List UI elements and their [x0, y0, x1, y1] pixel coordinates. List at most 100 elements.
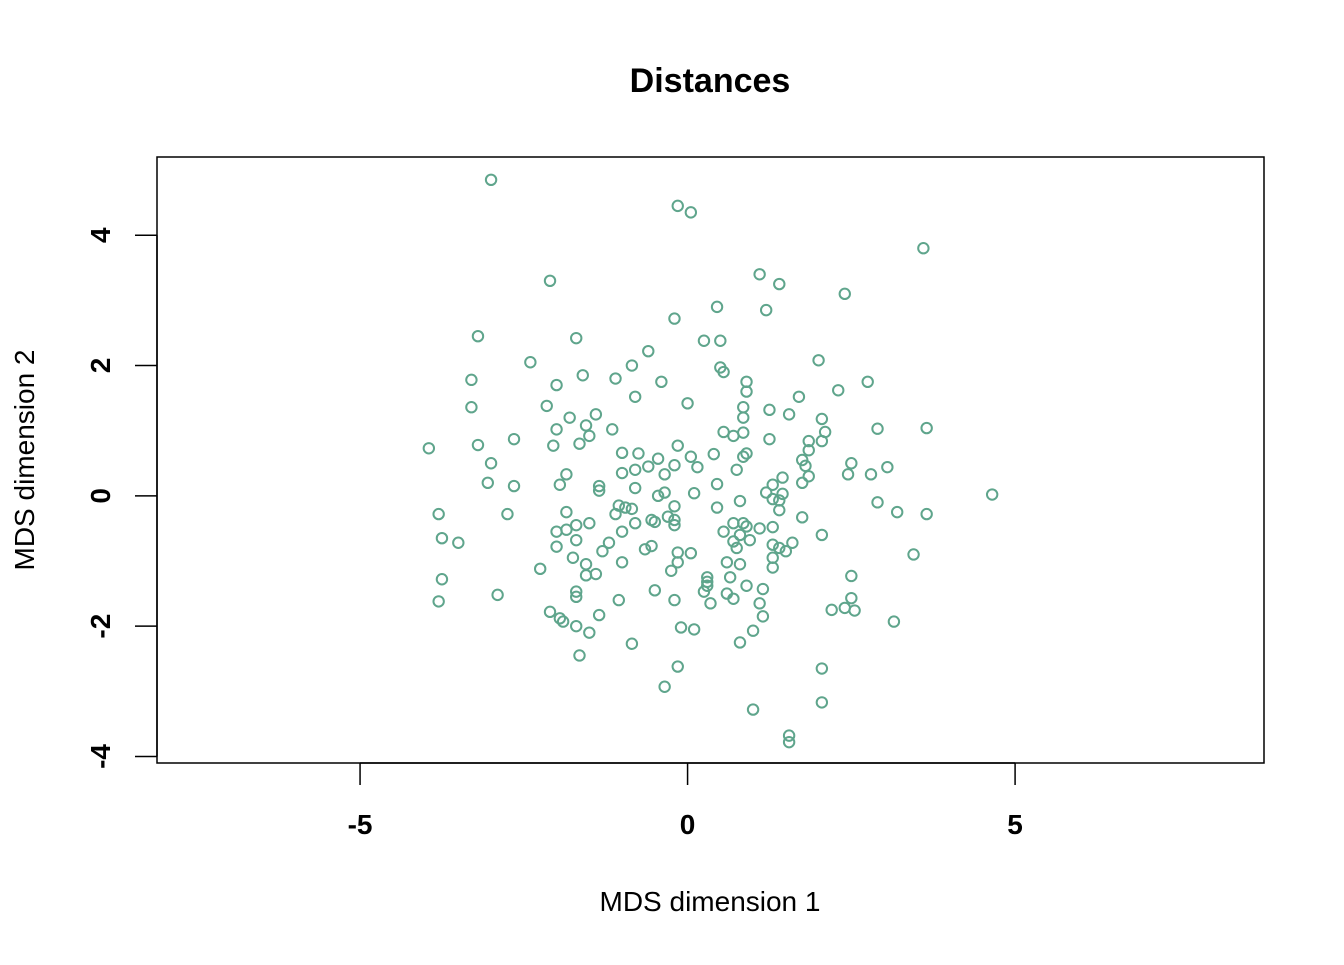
data-point — [533, 562, 547, 576]
data-point — [773, 503, 786, 517]
data-point — [648, 515, 662, 529]
y-axis-label: MDS dimension 2 — [9, 350, 40, 571]
x-tick-label: 5 — [1007, 809, 1023, 840]
data-point — [920, 507, 933, 521]
data-point — [435, 531, 449, 545]
data-point — [746, 624, 760, 637]
data-point — [573, 437, 586, 450]
data-point — [753, 522, 766, 535]
data-point — [668, 312, 681, 325]
data-point — [550, 525, 563, 538]
data-point — [759, 303, 773, 317]
data-point — [871, 422, 884, 435]
data-point — [815, 434, 829, 448]
data-point — [628, 517, 642, 530]
data-point — [714, 334, 727, 347]
data-point — [465, 373, 478, 387]
data-point — [766, 538, 779, 551]
data-point — [583, 626, 596, 639]
data-point — [815, 662, 829, 675]
data-point — [740, 520, 753, 533]
data-point — [766, 561, 779, 574]
data-point — [671, 660, 684, 673]
data-point — [619, 501, 632, 514]
data-point — [776, 471, 789, 484]
data-point — [802, 470, 815, 483]
data-point — [887, 615, 901, 628]
data-point — [740, 385, 753, 398]
data-point — [570, 518, 583, 532]
x-tick-label: 0 — [680, 809, 696, 840]
data-point — [802, 444, 815, 457]
data-point — [871, 496, 884, 509]
data-point — [642, 460, 655, 473]
data-point — [651, 489, 665, 503]
data-point — [668, 500, 681, 513]
data-point — [540, 399, 553, 413]
data-point — [753, 268, 766, 281]
data-point — [684, 206, 698, 219]
data-point — [756, 582, 770, 596]
data-point — [465, 401, 478, 414]
data-point — [684, 450, 698, 463]
y-tick-label: 0 — [85, 488, 116, 504]
data-point — [766, 478, 779, 491]
data-point — [592, 484, 606, 497]
data-point — [848, 604, 861, 617]
data-point — [507, 432, 521, 446]
data-point — [563, 411, 576, 424]
data-point — [684, 546, 698, 560]
data-point — [471, 329, 485, 343]
data-point — [543, 274, 557, 288]
data-point — [838, 601, 851, 615]
data-point — [796, 511, 809, 524]
data-point — [720, 556, 734, 569]
data-point — [704, 597, 717, 610]
data-point — [435, 573, 449, 586]
data-point — [658, 468, 671, 481]
data-point — [759, 486, 773, 499]
data-point — [570, 590, 583, 604]
data-point — [570, 331, 583, 345]
data-point — [717, 365, 730, 379]
data-point — [668, 518, 681, 532]
data-point — [710, 501, 724, 514]
data-point — [701, 571, 714, 584]
data-point — [560, 468, 573, 481]
data-point — [570, 585, 583, 598]
data-point — [796, 476, 809, 490]
data-point — [743, 533, 757, 547]
data-point — [615, 466, 629, 480]
x-axis: -5 0 5 — [348, 762, 1023, 840]
data-point — [812, 354, 825, 367]
data-point — [576, 369, 589, 382]
data-point — [583, 429, 596, 443]
data-point — [524, 356, 537, 369]
data-point — [583, 517, 596, 530]
data-point — [861, 375, 874, 389]
data-point — [606, 423, 619, 436]
data-point — [592, 608, 606, 622]
data-point — [668, 513, 681, 527]
data-point — [550, 423, 563, 436]
data-point — [802, 434, 815, 448]
data-point — [658, 680, 671, 693]
data-point — [628, 481, 642, 495]
data-point — [556, 615, 570, 628]
data-point — [746, 703, 760, 716]
data-point — [589, 567, 603, 581]
data-point — [570, 619, 583, 633]
chart-title: Distances — [630, 62, 791, 100]
y-axis: -4 -2 0 2 4 — [85, 227, 158, 769]
data-point — [763, 403, 776, 417]
data-point — [815, 528, 829, 542]
data-point — [733, 558, 747, 571]
data-point — [550, 540, 563, 553]
data-point — [733, 528, 747, 542]
data-points — [422, 173, 999, 749]
data-point — [609, 507, 622, 521]
data-point — [907, 548, 920, 561]
data-point — [589, 408, 603, 421]
data-point — [707, 447, 720, 461]
